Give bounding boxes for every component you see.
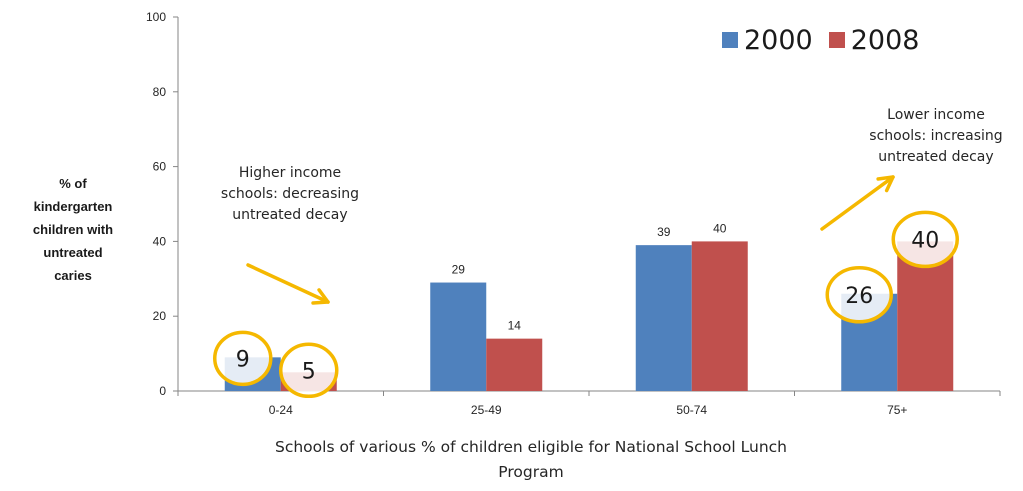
data-labels: 29 39 14 40 (452, 221, 727, 332)
bar-2008-25-49 (486, 338, 543, 391)
legend-label-2008: 2008 (850, 24, 920, 56)
x-axis-title-line: Schools of various % of children eligibl… (274, 438, 788, 456)
x-tick-label: 50-74 (676, 403, 707, 417)
annotation-line: Lower income (887, 107, 985, 123)
y-axis-title-line: % of (59, 176, 87, 191)
y-tick-label: 0 (159, 384, 166, 398)
arrow-decreasing-head (311, 288, 330, 305)
legend-label-2000: 2000 (744, 24, 813, 56)
data-label: 29 (452, 263, 466, 277)
annotation-arrows (246, 175, 895, 305)
data-label: 39 (657, 225, 671, 239)
data-label-circled: 5 (302, 359, 316, 384)
data-label-circled: 40 (911, 228, 939, 253)
x-tick-label: 0-24 (269, 403, 293, 417)
x-tick-label: 25-49 (471, 403, 502, 417)
bar-2008-50-74 (691, 241, 748, 391)
annotation-higher-income: Higher income schools: decreasing untrea… (208, 163, 372, 226)
y-axis-title: % of kindergarten children with untreate… (18, 172, 128, 287)
annotation-line: schools: decreasing (220, 186, 360, 202)
highlight-circle (213, 330, 273, 387)
legend: 2000 2008 (722, 24, 919, 56)
axes: 0 20 40 60 80 100 0-24 25-49 50-74 75+ (146, 10, 1001, 417)
legend-item-2000: 2000 (722, 25, 813, 56)
y-axis-title-line: untreated (43, 245, 103, 260)
annotation-line: schools: increasing (869, 128, 1003, 144)
y-tick-label: 80 (153, 85, 167, 99)
y-axis-title-line: kindergarten (33, 199, 113, 214)
x-tick-label: 75+ (887, 403, 907, 417)
highlight-circle (891, 210, 959, 269)
y-tick-label: 40 (153, 234, 167, 248)
annotation-lower-income: Lower income schools: increasing untreat… (857, 105, 1015, 168)
legend-item-2008: 2008 (828, 24, 920, 56)
arrow-increasing-shaft (820, 175, 895, 231)
x-axis-title-line: Program (498, 463, 564, 481)
annotation-line: untreated decay (878, 149, 994, 165)
arrow-decreasing-shaft (246, 263, 330, 304)
y-axis-title-line: caries (54, 268, 92, 283)
bar-2000-50-74 (635, 245, 692, 391)
data-label-circled: 9 (236, 347, 250, 372)
y-axis-title-line: children with (32, 222, 114, 237)
data-label: 40 (713, 221, 727, 235)
highlight-circle (825, 266, 893, 324)
annotation-line: untreated decay (232, 207, 348, 223)
x-axis-title: Schools of various % of children eligibl… (175, 435, 887, 485)
data-label-circled: 26 (845, 284, 873, 309)
legend-swatch-2000 (722, 32, 738, 48)
y-tick-label: 100 (146, 10, 166, 24)
highlight-circles: 9 26 5 40 (213, 210, 959, 399)
y-tick-label: 60 (153, 160, 167, 174)
arrow-increasing-head (876, 175, 895, 193)
annotation-line: Higher income (238, 165, 342, 181)
y-tick-label: 20 (153, 309, 167, 323)
highlight-circle (279, 342, 339, 399)
bar-2000-25-49 (430, 282, 487, 391)
data-label: 14 (508, 319, 522, 333)
legend-swatch-2008 (828, 32, 845, 48)
